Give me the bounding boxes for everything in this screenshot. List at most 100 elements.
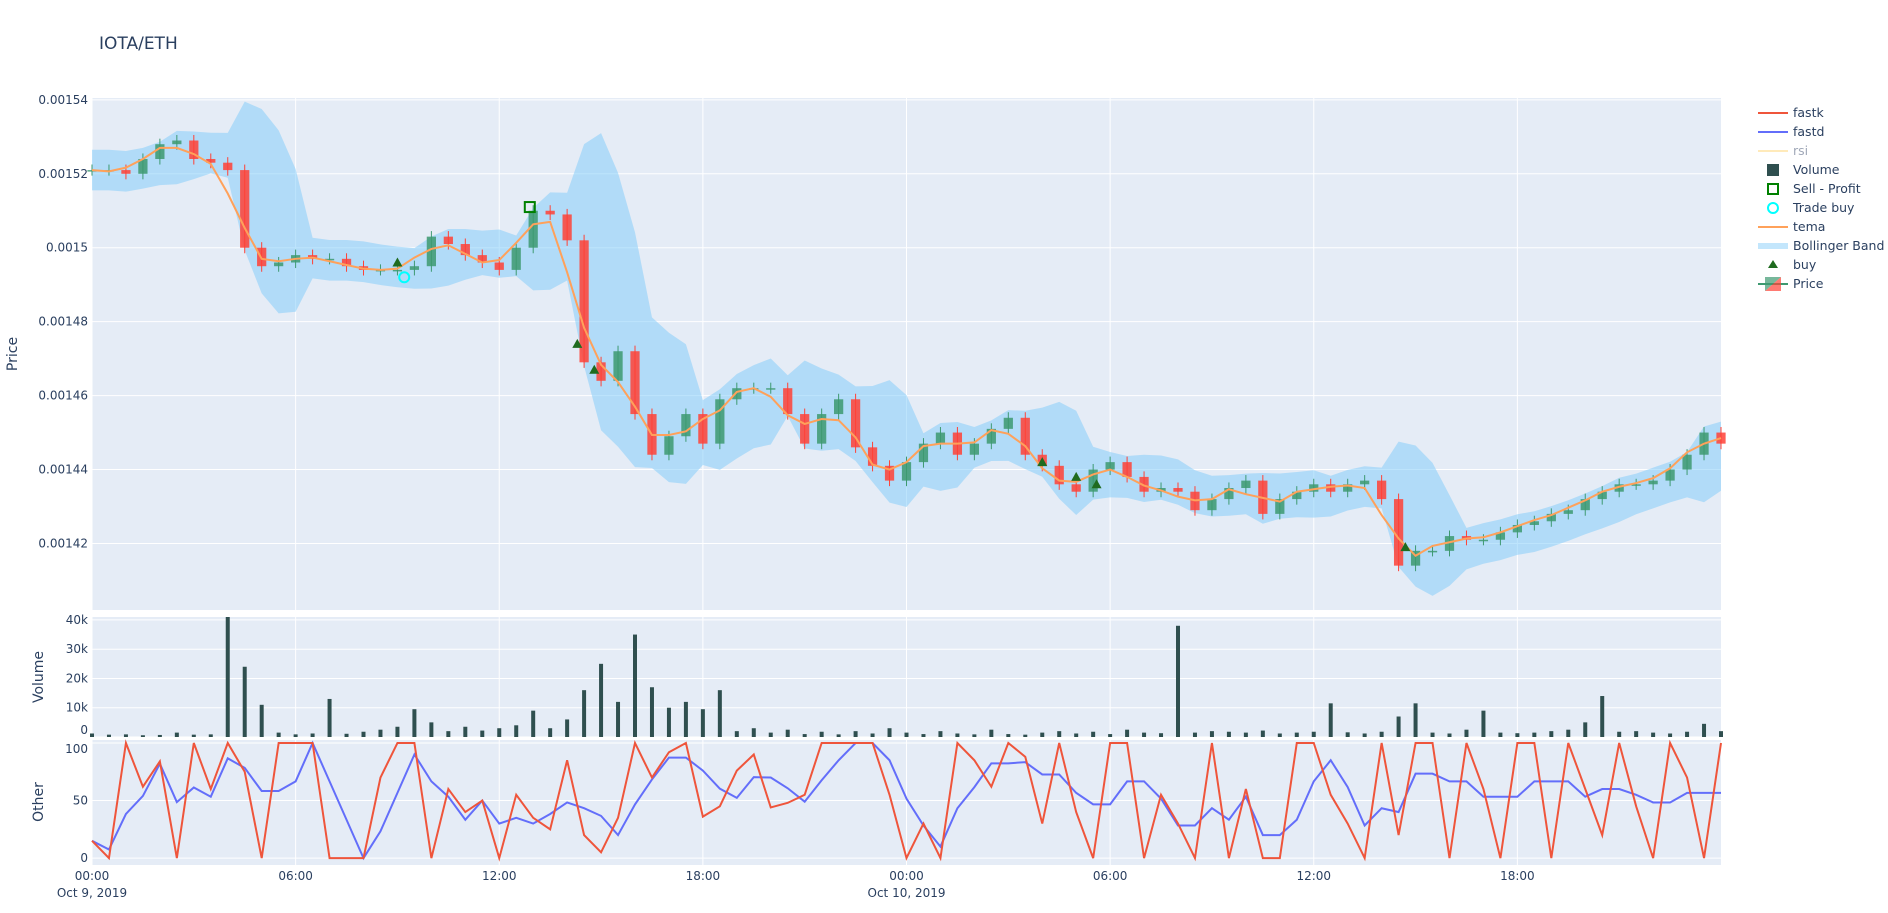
candle (732, 382, 742, 405)
volume-bar (429, 722, 434, 737)
candle-body (545, 210, 555, 215)
volume-bar (1498, 732, 1503, 737)
candle-body (562, 214, 572, 241)
volume-bar (1091, 731, 1096, 737)
volume-bar (599, 663, 604, 737)
volume-bar (1176, 625, 1180, 737)
candle (1343, 478, 1353, 498)
volume-bar (989, 729, 994, 737)
sell-profit-marker (523, 201, 536, 214)
candle (1173, 482, 1183, 498)
volume-bar (565, 719, 570, 737)
candle-body (494, 262, 504, 270)
volume-bar (497, 728, 502, 737)
legend-label: Sell - Profit (1793, 181, 1861, 196)
candle-body (1682, 454, 1692, 470)
volume-bar (1277, 733, 1282, 737)
candle-body (477, 255, 487, 263)
volume-bar (751, 728, 756, 737)
volume-bar (836, 734, 841, 737)
volume-bar (90, 733, 94, 737)
candle-body (1224, 488, 1234, 500)
candle-body (1665, 469, 1675, 481)
candle-body (800, 414, 810, 444)
candle (223, 157, 233, 176)
candle (341, 253, 352, 272)
candle-body (783, 388, 793, 415)
volume-bar (123, 734, 128, 737)
candle (1580, 493, 1590, 516)
legend-item-bollinger-band[interactable]: Bollinger Band (1758, 238, 1884, 253)
volume-bar (1209, 731, 1214, 737)
candle-body (138, 158, 148, 174)
candle (1105, 456, 1115, 476)
chart-title: IOTA/ETH (99, 34, 178, 54)
volume-bar (259, 704, 264, 737)
candle (511, 242, 521, 276)
candle (138, 153, 148, 180)
candle (426, 231, 436, 272)
legend-item-sell-profit[interactable]: Sell - Profit (1767, 181, 1861, 196)
legend-label: Price (1793, 276, 1824, 291)
candle (1631, 478, 1641, 490)
legend-item-fastk[interactable]: fastk (1758, 105, 1824, 120)
candle (1529, 515, 1539, 531)
candle-body (1173, 488, 1183, 492)
volume-bar (1142, 732, 1147, 737)
candle (698, 408, 708, 450)
legend-item-rsi[interactable]: rsi (1758, 143, 1808, 158)
candle (800, 408, 810, 450)
volume-bar (1583, 722, 1588, 737)
candle-body (698, 414, 708, 444)
volume-bar (1702, 723, 1707, 737)
volume-bar (446, 731, 451, 737)
volume-bar (1566, 729, 1571, 737)
candle-body (681, 414, 691, 437)
candle-body (409, 266, 420, 270)
volume-bar (1057, 731, 1062, 737)
legend-item-buy[interactable]: buy (1768, 257, 1817, 272)
x-tick-label: 12:00 (482, 869, 517, 883)
legend-item-fastd[interactable]: fastd (1758, 124, 1824, 139)
volume-bar (174, 732, 179, 737)
candle-body (1546, 513, 1556, 522)
legend-item-price[interactable]: Price (1758, 276, 1824, 291)
volume-bar (819, 731, 824, 737)
volume-bar (802, 734, 807, 737)
volume-bar (1192, 732, 1197, 737)
volume-bar (1430, 732, 1435, 737)
candle-body (121, 170, 131, 174)
legend-item-trade-buy[interactable]: Trade buy (1767, 200, 1855, 215)
candle-body (1207, 499, 1217, 511)
candle-body (172, 140, 182, 145)
candle-body (1360, 480, 1370, 485)
other-y-tick-label: 50 (73, 794, 88, 808)
volume-bar (1040, 732, 1045, 737)
volume-bar (1006, 734, 1011, 737)
legend-item-volume[interactable]: Volume (1767, 162, 1840, 177)
candle-body (1478, 539, 1489, 542)
volume-bar (1311, 731, 1316, 737)
trade-buy-marker (398, 271, 411, 284)
candle (324, 253, 335, 265)
volume-bar (480, 730, 485, 737)
candle (1020, 412, 1030, 461)
candle (884, 460, 895, 487)
legend-item-tema[interactable]: tema (1758, 219, 1825, 234)
price-y-tick-label: 0.00144 (38, 463, 88, 477)
volume-bar (972, 734, 977, 737)
candle (1241, 475, 1251, 494)
volume-bar (1023, 734, 1028, 737)
volume-bar (1532, 732, 1537, 737)
legend-square-icon (1767, 164, 1779, 176)
candle (1444, 530, 1455, 557)
volume-bar (938, 731, 943, 737)
candle-body (1275, 499, 1285, 514)
candle-body (1377, 480, 1387, 500)
candle-body (596, 362, 606, 381)
candle (155, 138, 165, 165)
buy-marker (572, 338, 583, 348)
volume-bar (1719, 731, 1723, 737)
candle-body (664, 436, 674, 455)
